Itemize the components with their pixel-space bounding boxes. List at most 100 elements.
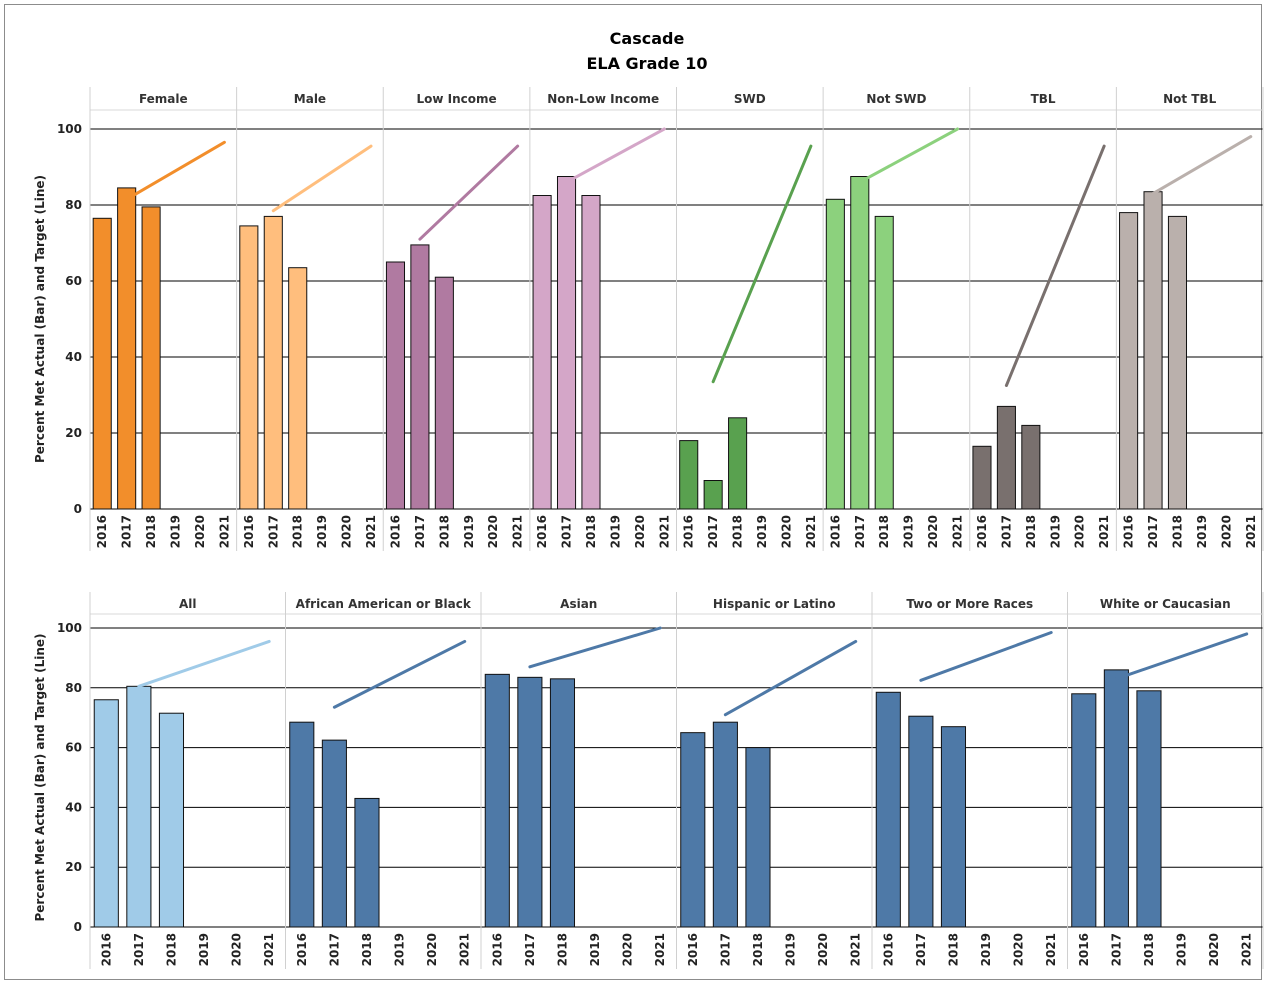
- bar: [158, 712, 185, 928]
- bar: [434, 276, 454, 510]
- panel-label: White or Caucasian: [1100, 597, 1231, 611]
- x-tick-label: 2018: [946, 933, 960, 966]
- bar: [484, 673, 510, 928]
- y-tick-label: 80: [65, 681, 82, 695]
- x-tick-label: 2016: [95, 515, 109, 548]
- x-tick-label: 2016: [881, 933, 895, 966]
- x-tick-label: 2017: [1146, 515, 1160, 548]
- y-tick-label: 100: [57, 122, 82, 136]
- x-tick-label: 2017: [132, 933, 146, 966]
- x-tick-label: 2017: [706, 515, 720, 548]
- x-tick-label: 2020: [621, 933, 635, 966]
- panel-label: Male: [294, 92, 326, 106]
- x-tick-label: 2021: [1044, 933, 1058, 966]
- x-tick-label: 2018: [1170, 515, 1184, 548]
- x-tick-label: 2019: [169, 515, 183, 548]
- bar: [850, 176, 870, 510]
- x-tick-label: 2017: [266, 515, 280, 548]
- panel-label: Asian: [560, 597, 597, 611]
- y-tick-label: 0: [74, 502, 82, 516]
- bar: [996, 405, 1016, 510]
- x-tick-label: 2016: [686, 933, 700, 966]
- x-tick-label: 2021: [951, 515, 965, 548]
- panel-label: Non-Low Income: [547, 92, 659, 106]
- x-tick-label: 2021: [364, 515, 378, 548]
- x-tick-label: 2016: [1122, 515, 1136, 548]
- bar: [1136, 690, 1162, 928]
- bar: [745, 747, 771, 928]
- x-tick-label: 2017: [523, 933, 537, 966]
- bar: [875, 691, 901, 928]
- x-tick-label: 2018: [731, 515, 745, 548]
- bar: [1103, 669, 1129, 928]
- x-tick-label: 2019: [393, 933, 407, 966]
- panel-label: Not TBL: [1163, 92, 1217, 106]
- bar: [321, 739, 347, 928]
- x-tick-label: 2016: [1077, 933, 1091, 966]
- x-tick-label: 2019: [315, 515, 329, 548]
- x-tick-label: 2016: [535, 515, 549, 548]
- x-tick-label: 2021: [458, 933, 472, 966]
- panel-label: Low Income: [416, 92, 496, 106]
- x-tick-label: 2020: [230, 933, 244, 966]
- bar: [288, 267, 308, 510]
- x-tick-label: 2017: [718, 933, 732, 966]
- bar: [1143, 191, 1163, 510]
- bar: [556, 176, 577, 510]
- bar: [92, 217, 112, 510]
- x-tick-label: 2016: [490, 933, 504, 966]
- x-tick-label: 2021: [653, 933, 667, 966]
- plot-area: Percent Met Actual (Bar) and Target (Lin…: [33, 87, 1264, 969]
- bar: [972, 445, 992, 510]
- bar: [940, 726, 967, 928]
- x-tick-label: 2018: [1024, 515, 1038, 548]
- y-axis-label: Percent Met Actual (Bar) and Target (Lin…: [33, 175, 47, 463]
- x-tick-label: 2021: [804, 515, 818, 548]
- y-tick-label: 20: [65, 860, 82, 874]
- x-tick-label: 2018: [555, 933, 569, 966]
- x-tick-label: 2020: [779, 515, 793, 548]
- x-tick-label: 2020: [1012, 933, 1026, 966]
- x-tick-label: 2019: [1048, 515, 1062, 548]
- chart-subtitle: ELA Grade 10: [586, 54, 707, 73]
- x-tick-label: 2019: [1195, 515, 1209, 548]
- bar: [680, 732, 706, 928]
- bar: [93, 699, 119, 928]
- x-tick-label: 2021: [849, 933, 863, 966]
- x-tick-label: 2017: [1109, 933, 1123, 966]
- x-tick-label: 2016: [682, 515, 696, 548]
- x-tick-label: 2020: [926, 515, 940, 548]
- x-tick-label: 2019: [755, 515, 769, 548]
- x-tick-label: 2019: [1175, 933, 1189, 966]
- target-line: [418, 144, 520, 241]
- y-tick-label: 60: [65, 741, 82, 755]
- target-line: [919, 630, 1053, 682]
- target-line: [1114, 632, 1249, 681]
- x-tick-label: 2018: [164, 933, 178, 966]
- bar: [239, 225, 259, 510]
- x-tick-label: 2017: [327, 933, 341, 966]
- y-tick-label: 40: [65, 800, 82, 814]
- bar: [141, 206, 161, 510]
- x-tick-label: 2021: [262, 933, 276, 966]
- x-tick-label: 2020: [425, 933, 439, 966]
- x-tick-label: 2017: [914, 933, 928, 966]
- x-tick-label: 2020: [633, 515, 647, 548]
- bar: [728, 417, 748, 510]
- x-tick-label: 2020: [1073, 515, 1087, 548]
- x-tick-label: 2020: [816, 933, 830, 966]
- bar: [1119, 212, 1139, 510]
- x-tick-label: 2016: [828, 515, 842, 548]
- panel-label: TBL: [1031, 92, 1056, 106]
- panel-label: African American or Black: [296, 597, 472, 611]
- x-tick-label: 2018: [1142, 933, 1156, 966]
- x-tick-label: 2020: [486, 515, 500, 548]
- x-tick-label: 2018: [877, 515, 891, 548]
- bar: [117, 187, 137, 510]
- bar: [1021, 424, 1041, 510]
- x-tick-label: 2018: [291, 515, 305, 548]
- bar: [532, 195, 552, 510]
- x-tick-label: 2018: [360, 933, 374, 966]
- x-tick-label: 2017: [120, 515, 134, 548]
